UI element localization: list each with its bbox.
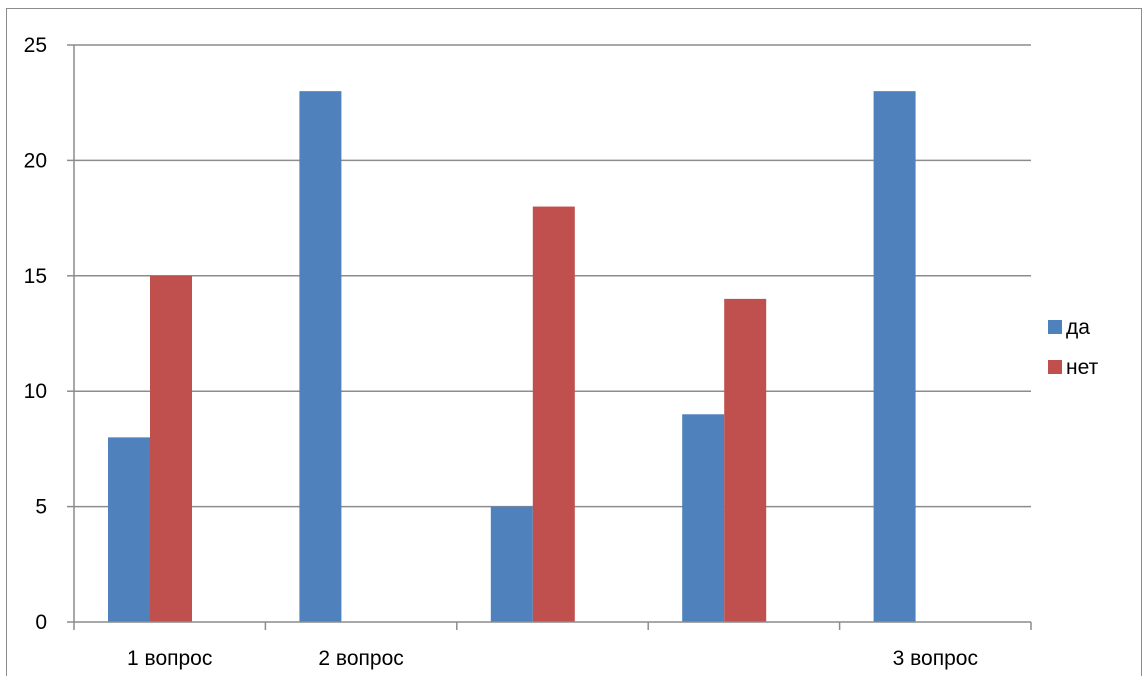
legend-label-1: нет — [1066, 356, 1099, 379]
bar-da-3 — [682, 414, 725, 622]
bars — [108, 91, 916, 622]
bar-net-2 — [532, 206, 575, 622]
y-tick-label-1: 5 — [35, 496, 47, 519]
x-tick-label-1: 2 вопрос — [318, 647, 403, 670]
bar-da-2 — [490, 506, 533, 622]
x-axis-ticks — [73, 622, 1032, 630]
bar-da-0 — [108, 437, 150, 622]
y-tick-label-5: 25 — [24, 34, 47, 57]
y-tick-label-2: 10 — [24, 380, 47, 403]
legend-swatch-1 — [1048, 360, 1062, 374]
y-tick-label-3: 15 — [24, 265, 47, 288]
x-tick-label-0: 1 вопрос — [127, 647, 212, 670]
bar-da-4 — [873, 91, 916, 622]
x-axis-labels: 1 вопрос 2 вопрос 3 вопрос — [127, 647, 978, 670]
x-tick-label-4: 3 вопрос — [893, 647, 978, 670]
legend-swatch-0 — [1048, 320, 1062, 334]
bar-da-1 — [299, 91, 342, 622]
bar-net-0 — [150, 275, 192, 622]
legend: да нет — [1048, 316, 1099, 379]
y-axis-ticks: 0 5 10 15 20 25 — [24, 34, 74, 634]
legend-label-0: да — [1066, 316, 1090, 339]
y-tick-label-0: 0 — [35, 611, 47, 634]
bar-net-3 — [724, 298, 767, 622]
y-tick-label-4: 20 — [24, 149, 47, 172]
